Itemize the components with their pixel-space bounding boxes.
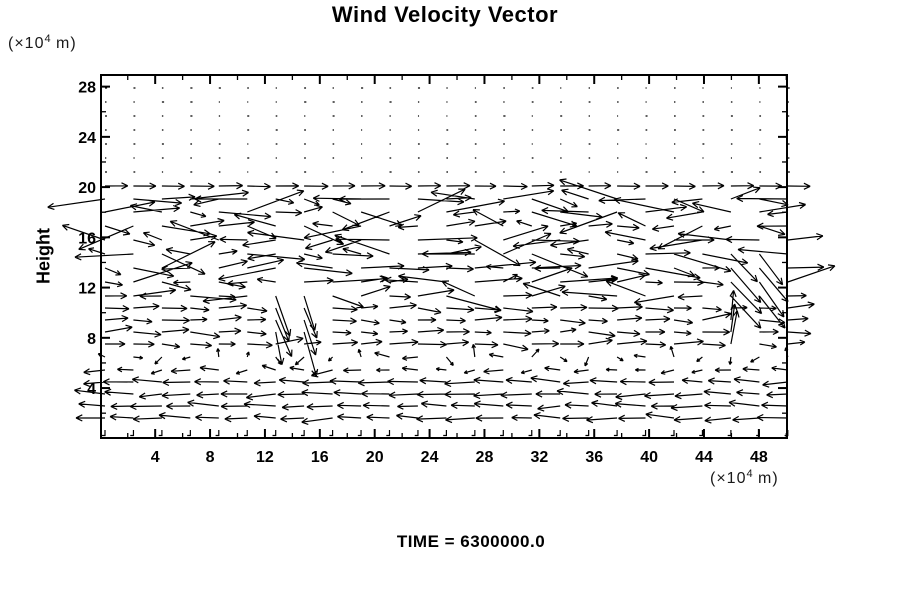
x-unit-suffix: m) — [752, 470, 779, 487]
y-axis-unit-label: (×104 m) — [8, 33, 77, 53]
x-tick-label: 32 — [530, 449, 548, 466]
x-tick-label: 28 — [476, 449, 494, 466]
vector-field — [47, 87, 836, 437]
y-tick-labels: 4 8 12 16 20 24 28 — [78, 80, 96, 398]
x-tick-label: 36 — [585, 449, 603, 466]
time-annotation: TIME = 6300000.0 — [396, 532, 546, 551]
x-tick-label: 16 — [311, 449, 329, 466]
y-tick-label: 20 — [78, 180, 96, 197]
y-tick-label: 12 — [78, 281, 96, 298]
x-tick-labels: 4 8 12 16 20 24 28 32 36 40 44 48 — [151, 449, 768, 466]
x-tick-label: 44 — [695, 449, 713, 466]
x-tick-label: 40 — [640, 449, 658, 466]
y-unit-prefix: (×10 — [8, 35, 45, 52]
x-unit-exponent: 4 — [746, 468, 753, 480]
tick-marks — [102, 76, 787, 437]
x-tick-label: 12 — [256, 449, 274, 466]
x-axis-unit-label: (×104 m) — [710, 468, 779, 488]
plot-title: Wind Velocity Vector — [331, 2, 559, 27]
y-tick-label: 24 — [78, 130, 96, 147]
x-tick-label: 48 — [750, 449, 768, 466]
x-tick-label: 8 — [206, 449, 215, 466]
y-tick-label: 8 — [87, 331, 96, 348]
y-unit-suffix: m) — [50, 35, 77, 52]
y-tick-label: 28 — [78, 80, 96, 97]
x-tick-label: 4 — [151, 449, 160, 466]
y-unit-exponent: 4 — [44, 33, 51, 45]
axis-box — [100, 74, 788, 439]
y-tick-label: 4 — [87, 381, 96, 398]
x-tick-label: 20 — [366, 449, 384, 466]
x-tick-label: 24 — [421, 449, 439, 466]
y-tick-label: 16 — [78, 230, 96, 247]
x-unit-prefix: (×10 — [710, 470, 747, 487]
